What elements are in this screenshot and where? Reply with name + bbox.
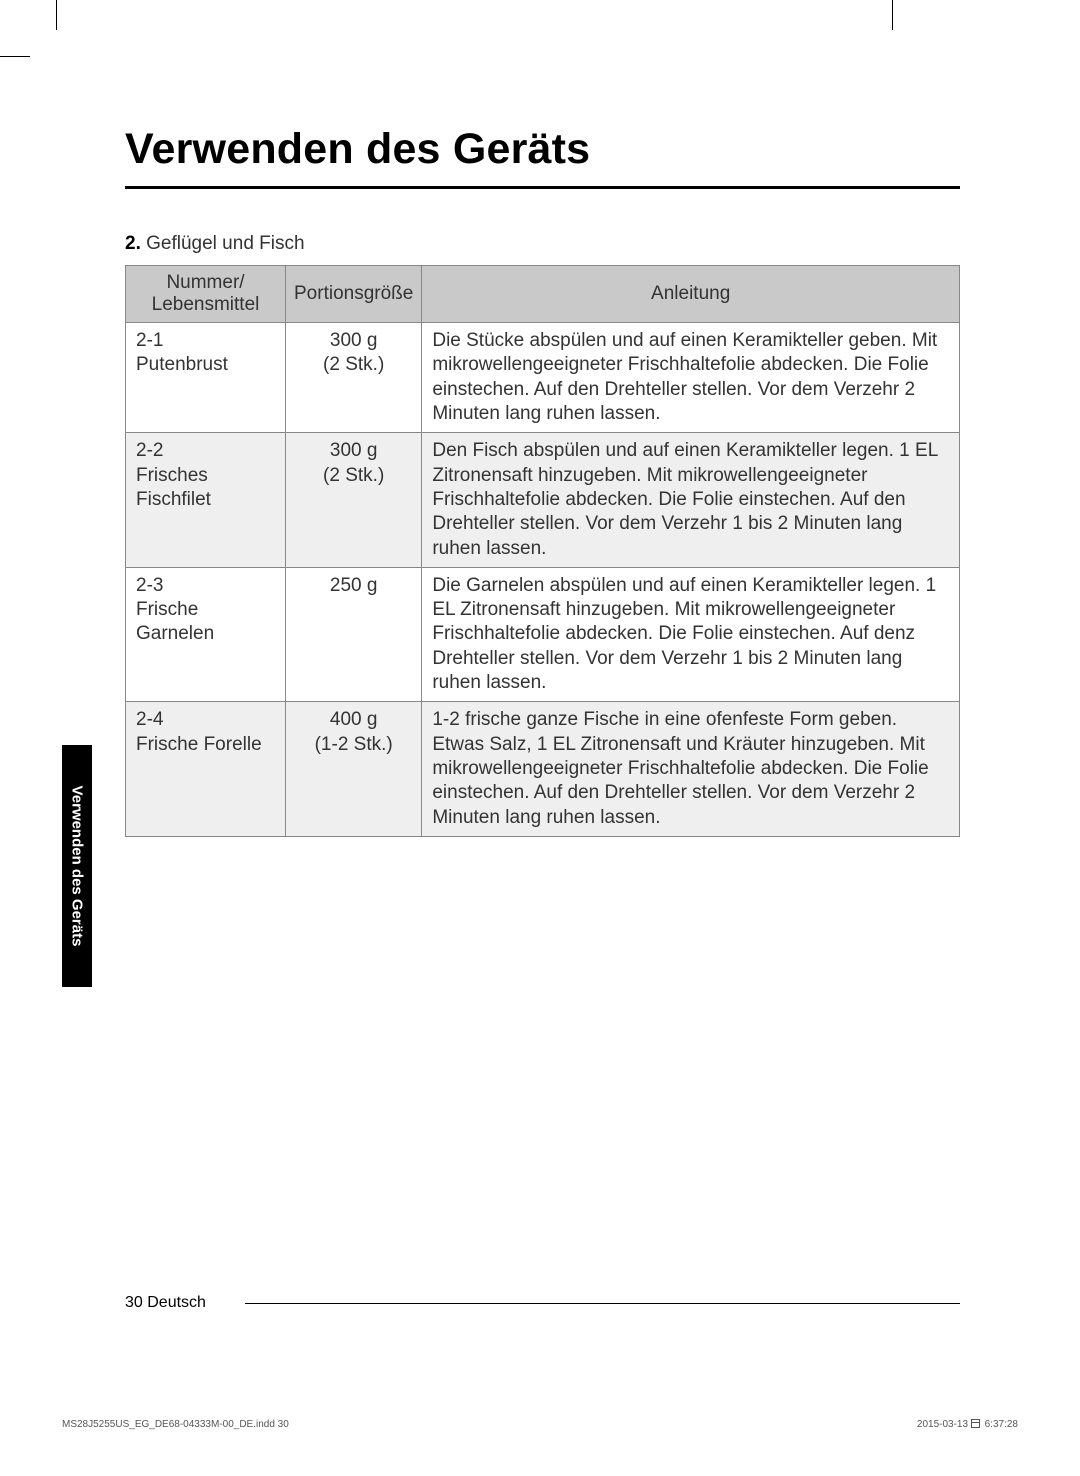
food-number: 2-4 [136, 709, 163, 730]
food-name: Fischfilet [136, 489, 211, 510]
food-name: Frisches [136, 465, 208, 486]
table-header-instructions: Anleitung [422, 266, 960, 323]
table-row: 2-2 Frisches Fischfilet 300 g (2 Stk.) D… [126, 433, 960, 568]
portion-weight: 300 g [330, 440, 378, 461]
page: Verwenden des Geräts 2. Geflügel und Fis… [0, 0, 1080, 1476]
calendar-icon [971, 1419, 980, 1428]
food-number: 2-1 [136, 330, 163, 351]
food-name: Garnelen [136, 623, 214, 644]
cell-portion: 300 g (2 Stk.) [286, 433, 422, 568]
portion-count: (2 Stk.) [323, 354, 384, 375]
cell-instructions: Die Stücke abspülen und auf einen Kerami… [422, 323, 960, 433]
section-title-text: Geflügel und Fisch [141, 233, 305, 254]
cell-instructions: 1-2 frische ganze Fische in eine ofenfes… [422, 702, 960, 837]
food-number: 2-3 [136, 575, 163, 596]
section-heading: 2. Geflügel und Fisch [125, 233, 960, 255]
side-tab-label: Verwenden des Geräts [69, 786, 86, 947]
table-header-portion: Portionsgröße [286, 266, 422, 323]
header-line: Lebensmittel [152, 294, 260, 315]
crop-mark [0, 56, 30, 57]
print-date: 2015-03-13 [917, 1419, 971, 1430]
content-area: Verwenden des Geräts 2. Geflügel und Fis… [125, 125, 960, 837]
cell-portion: 300 g (2 Stk.) [286, 323, 422, 433]
title-underline [125, 186, 960, 189]
food-name: Frische Forelle [136, 734, 262, 755]
side-tab: Verwenden des Geräts [62, 745, 92, 987]
cell-instructions: Die Garnelen abspülen und auf einen Kera… [422, 567, 960, 702]
header-line: Nummer/ [166, 272, 244, 293]
table-header-row: Nummer/ Lebensmittel Portionsgröße Anlei… [126, 266, 960, 323]
food-number: 2-2 [136, 440, 163, 461]
table-row: 2-4 Frische Forelle 400 g (1-2 Stk.) 1-2… [126, 702, 960, 837]
table-row: 2-3 Frische Garnelen 250 g Die Garnelen … [126, 567, 960, 702]
cell-food: 2-2 Frisches Fischfilet [126, 433, 286, 568]
footer-rule [245, 1303, 960, 1304]
section-number: 2. [125, 233, 141, 254]
print-time: 6:37:28 [985, 1419, 1018, 1430]
portion-weight: 250 g [330, 575, 378, 596]
cell-food: 2-3 Frische Garnelen [126, 567, 286, 702]
print-meta-file: MS28J5255US_EG_DE68-04333M-00_DE.indd 30 [62, 1419, 289, 1430]
portion-weight: 300 g [330, 330, 378, 351]
portion-count: (1-2 Stk.) [315, 734, 393, 755]
cell-portion: 400 g (1-2 Stk.) [286, 702, 422, 837]
cell-food: 2-4 Frische Forelle [126, 702, 286, 837]
crop-mark [56, 0, 57, 30]
page-title: Verwenden des Geräts [125, 125, 960, 184]
table-row: 2-1 Putenbrust 300 g (2 Stk.) Die Stücke… [126, 323, 960, 433]
cell-food: 2-1 Putenbrust [126, 323, 286, 433]
footer-page-lang: 30 Deutsch [125, 1294, 206, 1312]
cell-portion: 250 g [286, 567, 422, 702]
crop-mark [892, 0, 893, 30]
portion-weight: 400 g [330, 709, 378, 730]
table-header-food: Nummer/ Lebensmittel [126, 266, 286, 323]
food-name: Frische [136, 599, 198, 620]
cell-instructions: Den Fisch abspülen und auf einen Keramik… [422, 433, 960, 568]
cooking-table: Nummer/ Lebensmittel Portionsgröße Anlei… [125, 265, 960, 837]
food-name: Putenbrust [136, 354, 228, 375]
portion-count: (2 Stk.) [323, 465, 384, 486]
print-meta-datetime: 2015-03-13 6:37:28 [917, 1419, 1018, 1430]
